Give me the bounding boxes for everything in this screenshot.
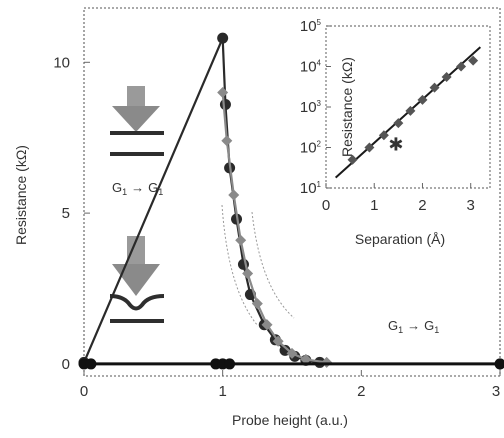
main-series-line xyxy=(82,37,320,364)
upper-schematic: G1 → G1 xyxy=(110,86,164,197)
main-y-tick-label: 0 xyxy=(62,356,70,373)
inset-y-tick-labels: 101 102 103 104 105 xyxy=(300,18,331,197)
inset-y-tick-label: 103 xyxy=(300,99,322,116)
main-data-point xyxy=(261,319,273,331)
main-x-tick-labels: 0 1 2 3 xyxy=(80,370,501,400)
main-x-tick-label: 0 xyxy=(80,383,88,400)
inset-y-axis-title: Resistance (kΩ) xyxy=(339,57,355,157)
inset-y-tick-label: 102 xyxy=(300,140,322,157)
main-x-tick-label: 2 xyxy=(357,383,365,400)
inset-x-tick-label: 2 xyxy=(418,197,426,214)
main-data-point xyxy=(300,353,312,365)
inset-x-tick-label: 1 xyxy=(370,197,378,214)
lower-bar-deformed xyxy=(109,294,165,311)
main-x-tick-label: 1 xyxy=(218,383,226,400)
inset-data-point xyxy=(441,72,452,83)
inset-data-point xyxy=(468,55,479,66)
main-y-axis-title: Resistance (kΩ) xyxy=(13,145,29,245)
main-x-tick-label: 3 xyxy=(492,383,500,400)
main-data-point xyxy=(85,358,97,370)
main-y-tick-label: 5 xyxy=(62,205,70,222)
main-data-point xyxy=(217,86,229,98)
main-x-axis-title: Probe height (a.u.) xyxy=(232,412,348,428)
main-series-line xyxy=(221,92,327,364)
main-data-point xyxy=(217,32,229,44)
main-plot-frame xyxy=(83,7,501,377)
main-data-point xyxy=(251,298,263,310)
inset-series-group: ✱ xyxy=(334,46,482,179)
lower-schematic xyxy=(109,236,165,323)
down-arrow-icon xyxy=(112,236,160,296)
inset-x-tick-label: 0 xyxy=(322,197,330,214)
main-data-point xyxy=(286,347,298,359)
inset-y-tick-label: 104 xyxy=(300,59,322,76)
lower-transition-label: G1 → G1 xyxy=(388,318,439,335)
main-data-point xyxy=(224,358,236,370)
inset-data-point xyxy=(347,154,358,165)
inset-data-point xyxy=(364,142,375,153)
inset-data-point xyxy=(417,94,428,105)
inset-y-tick-label: 105 xyxy=(300,18,322,35)
inset-x-tick-label: 3 xyxy=(467,197,475,214)
upper-bar-bottom xyxy=(110,152,164,156)
main-series-group xyxy=(78,32,504,370)
lower-bar-bottom xyxy=(110,319,164,323)
inset-x-axis-title: Separation (Å) xyxy=(355,231,445,247)
inset-x-tick-labels: 0 1 2 3 xyxy=(322,183,475,214)
inset-outlier-star-icon: ✱ xyxy=(388,134,403,154)
inset-data-point xyxy=(393,118,404,129)
inset-data-point xyxy=(456,61,467,72)
main-y-tick-label: 10 xyxy=(53,54,70,71)
upper-bar-top xyxy=(110,131,164,135)
main-data-point xyxy=(242,267,254,279)
main-data-point xyxy=(228,189,240,201)
upper-transition-label: G1 → G1 xyxy=(112,180,163,197)
guide-curve-left xyxy=(221,204,259,327)
inset-data-point xyxy=(378,130,389,141)
main-data-point xyxy=(221,135,233,147)
main-data-point xyxy=(235,234,247,246)
down-arrow-icon xyxy=(112,86,160,132)
main-data-point xyxy=(272,335,284,347)
inset-data-point xyxy=(405,105,416,116)
inset-data-point xyxy=(429,82,440,93)
main-data-point xyxy=(494,358,504,370)
main-data-point xyxy=(219,99,231,111)
inset-y-tick-label: 101 xyxy=(300,180,322,197)
guide-curve-right xyxy=(251,211,295,319)
